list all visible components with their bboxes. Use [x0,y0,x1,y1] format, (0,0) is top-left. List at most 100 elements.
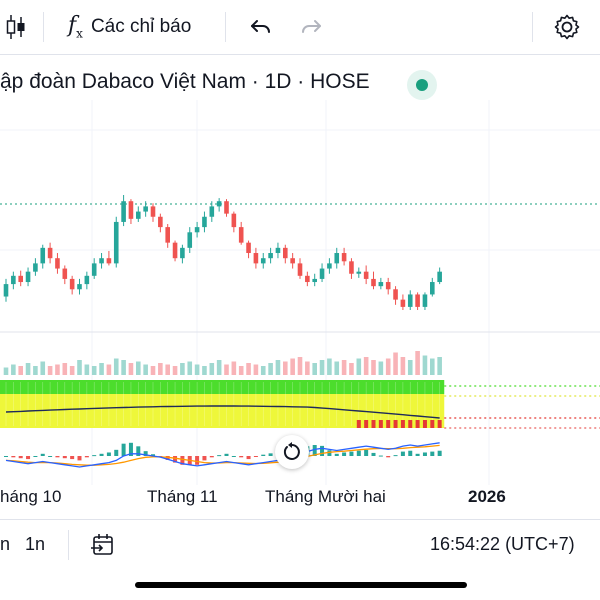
bottom-bar: n 1n 16:54:22 (UTC+7) [0,519,600,572]
band-red-bar [408,420,413,428]
macd-histogram-bar [165,456,170,460]
volume-bar [415,351,420,375]
volume-bar [393,352,398,375]
volume-bar [253,364,259,375]
macd-histogram-bar [231,456,236,457]
volume-bar [407,360,413,375]
market-status-indicator[interactable] [407,70,437,100]
candle-body [341,253,347,262]
candle-body [209,206,215,217]
volume-bar [400,357,406,375]
symbol-title[interactable]: ập đoàn Dabaco Việt Nam · 1D · HOSE [0,70,370,93]
candle-body [246,242,251,254]
macd-histogram-bar [106,452,111,456]
candle-body [312,278,317,283]
indicators-button[interactable]: fx Các chỉ báo [68,10,191,44]
calendar-arrow-icon[interactable] [90,532,116,563]
volume-bar [356,358,362,375]
band-red-bar [393,420,398,428]
volume-layer [3,351,442,375]
volume-bar [349,363,354,375]
band-red-bar [364,420,369,428]
candle-body [47,247,53,259]
candle-body [327,263,332,269]
macd-histogram-bar [400,451,405,456]
macd-histogram-bar [356,450,361,456]
macd-histogram-bar [239,456,244,458]
candle-body [11,275,16,285]
band-red-bar [356,420,361,428]
candle-body [437,271,442,283]
macd-histogram-bar [143,451,148,456]
volume-bar [165,364,170,375]
macd-histogram-bar [128,442,133,456]
macd-histogram-bar [393,455,398,457]
candle-body [84,275,90,285]
candle-body [400,299,406,307]
band-upper [0,380,445,394]
candle-body [407,294,413,307]
volume-bar [143,364,148,375]
clock-time[interactable]: 16:54:22 (UTC+7) [430,534,575,554]
macd-histogram-bar [378,455,383,457]
macd-histogram-bar [195,456,200,465]
candle-body [165,227,170,243]
macd-histogram-bar [364,449,369,456]
candlestick-icon[interactable] [6,10,26,44]
macd-histogram-bar [209,456,214,458]
band-red-bar [378,420,383,428]
volume-bar [25,363,31,375]
volume-bar [224,364,229,375]
volume-bar [158,363,163,375]
candle-body [275,247,281,254]
candle-body [33,263,38,272]
volume-bar [385,358,391,375]
volume-bar [55,364,60,375]
undo-icon[interactable] [248,10,272,44]
macd-histogram-bar [253,456,258,457]
macd-histogram-bar [18,456,23,459]
volume-bar [216,360,222,375]
redo-icon[interactable] [300,10,324,44]
volume-bar [297,357,303,375]
candle-body [91,263,97,276]
macd-histogram-bar [40,453,45,456]
macd-histogram-bar [33,456,38,457]
band-red-bar [386,420,391,428]
candle-body [253,253,259,264]
candle-body [25,271,31,283]
x-axis-label: háng 10 [0,487,62,506]
volume-bar [371,360,376,375]
volume-bar [128,363,134,375]
indicator-bands-layer [0,380,600,429]
range-button[interactable]: n [0,534,11,554]
band-red-bar [437,420,442,428]
volume-bar [327,358,332,375]
volume-bar [99,363,104,375]
reset-icon [283,442,300,460]
gear-icon[interactable] [553,10,581,44]
candle-body [356,271,362,274]
range-button[interactable]: 1n [25,534,46,554]
macd-histogram-bar [180,456,185,465]
reset-chart-button[interactable] [275,435,309,469]
candle-body [385,282,391,290]
candle-body [268,253,273,259]
candle-body [62,268,68,279]
volume-bar [437,357,442,375]
macd-histogram-bar [415,453,420,456]
band-red-bar [371,420,376,428]
macd-histogram-bar [151,454,155,456]
candle-body [349,261,354,274]
candle-body [194,227,200,233]
volume-bar [47,366,53,375]
candle-body [143,206,148,212]
volume-bar [260,366,266,375]
candle-body [158,216,163,228]
price-chart[interactable] [0,100,600,485]
volume-bar [121,360,126,375]
macd-histogram-bar [349,451,354,456]
band-lower [0,418,445,428]
volume-bar [319,360,325,375]
volume-bar [84,364,90,375]
